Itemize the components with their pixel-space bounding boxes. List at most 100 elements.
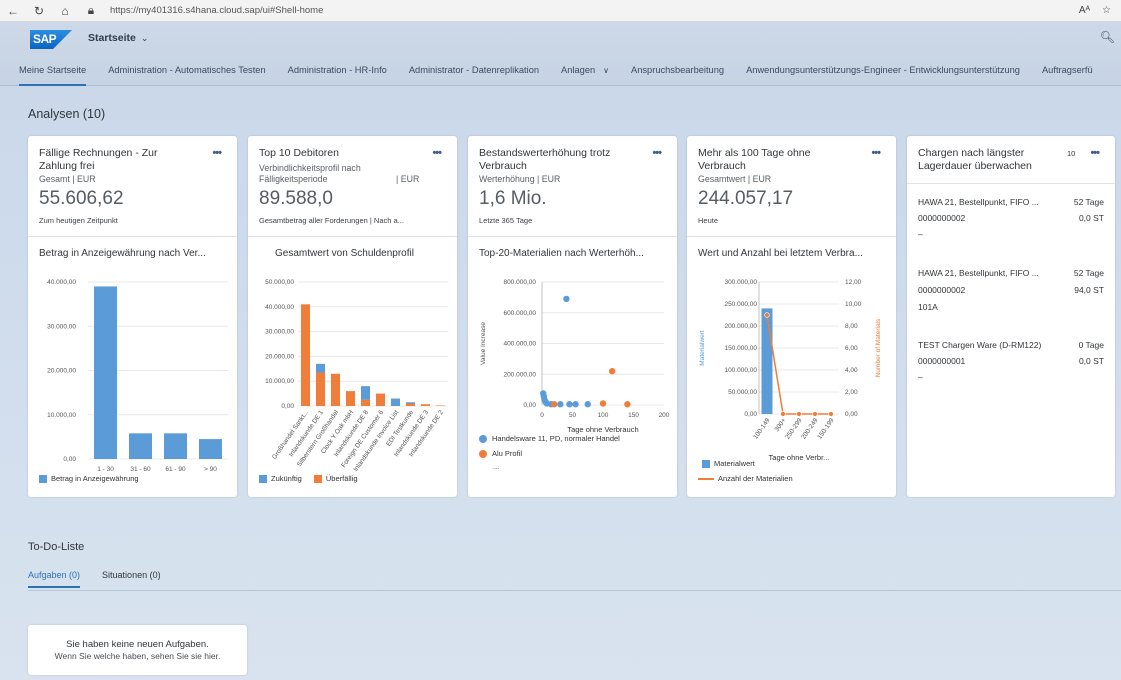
- bar: [199, 439, 222, 459]
- y-tick-label: 20.000,00: [47, 368, 76, 375]
- card-header[interactable]: Bestandswerterhöhung trotz Verbrauch •••…: [468, 136, 677, 237]
- address-bar[interactable]: https://my401316.s4hana.cloud.sap/ui#She…: [110, 5, 324, 16]
- card-chargen-lagerdauer[interactable]: Chargen nach längster Lagerdauer überwac…: [907, 136, 1115, 497]
- more-icon[interactable]: •••: [871, 147, 881, 159]
- chart-title: Top-20-Materialien nach Werterhöh...: [479, 248, 644, 259]
- scatter-point: [551, 401, 558, 408]
- line-point: [764, 312, 770, 318]
- x-tick-label: 50: [569, 412, 577, 419]
- more-icon[interactable]: •••: [432, 147, 442, 159]
- card-top-10-debitoren[interactable]: Top 10 Debitoren ••• Verbindlichkeitspro…: [248, 136, 457, 497]
- reload-icon[interactable]: ↻: [33, 3, 45, 18]
- tab-auftragserfuellung[interactable]: Auftragserfü: [1041, 65, 1093, 75]
- y-tick-label: 0,00: [281, 403, 294, 410]
- sap-logo[interactable]: SAP: [30, 30, 72, 49]
- page-content: Analysen (10) Fällige Rechnungen - Zur Z…: [0, 87, 1121, 680]
- bar-chart[interactable]: 40.000,00 30.000,00 20.000,00 10.000,00 0,00…: [28, 261, 237, 473]
- y-tick-label: 2,00: [845, 389, 858, 396]
- y-tick-label: 8,00: [845, 323, 858, 330]
- y-tick-label: 12,00: [845, 279, 862, 286]
- legend-label: Handelsware 11, PD, normaler Handel: [492, 434, 620, 443]
- x-axis-title: Tage ohne Verbr...: [769, 453, 830, 462]
- y-tick-label: 40.000,00: [265, 304, 294, 311]
- y-tick-label: 100.000,00: [724, 367, 757, 374]
- card-bestandswerterhoehung[interactable]: Bestandswerterhöhung trotz Verbrauch •••…: [468, 136, 677, 497]
- legend-label: Materialwert: [714, 459, 755, 468]
- batch-days: 0 Tage: [1078, 340, 1104, 350]
- search-icon[interactable]: 🔍︎: [1099, 30, 1115, 44]
- tab-hr-info[interactable]: Administration - HR-Info: [287, 65, 387, 75]
- back-arrow-icon[interactable]: ←: [7, 3, 19, 18]
- scatter-point: [557, 401, 564, 408]
- tab-automatisches-testen[interactable]: Administration - Automatisches Testen: [108, 65, 266, 75]
- x-tick-label: 150: [628, 412, 639, 419]
- legend-line: [698, 477, 714, 480]
- batch-qty: 0,0 ST: [1078, 213, 1104, 223]
- batch-extra: 101A: [918, 302, 938, 312]
- legend: Betrag in Anzeigewährung: [39, 474, 139, 483]
- legend-label: Anzahl der Materialien: [718, 474, 793, 483]
- tab-entwicklungsunterstuetzung[interactable]: Anwendungsunterstützungs-Engineer - Entw…: [746, 65, 1020, 75]
- empty-message: Sie haben keine neuen Aufgaben.: [66, 639, 209, 650]
- y-tick-label: 0,00: [845, 411, 858, 418]
- y-tick-label: 6,00: [845, 345, 858, 352]
- section-title: Analysen (10): [28, 107, 106, 121]
- app-title-menu[interactable]: Startseite ⌄: [88, 32, 148, 44]
- legend-label: Zukünftig: [271, 474, 302, 483]
- read-aloud-icon[interactable]: Aᴬ: [1078, 5, 1091, 16]
- card-header[interactable]: Mehr als 100 Tage ohne Verbrauch ••• Ges…: [687, 136, 896, 237]
- y-tick-label: 800.000,00: [503, 279, 536, 286]
- tab-anlagen[interactable]: Anlagen ∨: [561, 62, 609, 86]
- scatter-chart[interactable]: 800.000,00 600.000,00 400.000,00 200.000,00…: [468, 261, 677, 471]
- card-title: Bestandswerterhöhung trotz Verbrauch: [479, 147, 611, 172]
- card-footer: Letzte 365 Tage: [479, 216, 533, 225]
- tab-anspruchsbearbeitung[interactable]: Anspruchsbearbeitung: [631, 65, 725, 75]
- card-header[interactable]: Fällige Rechnungen - Zur Zahlung frei ••…: [28, 136, 237, 237]
- browser-toolbar: ← ↻ ⌂ 🔒︎ https://my401316.s4hana.cloud.s…: [0, 0, 1121, 22]
- todo-title: To-Do-Liste: [28, 541, 85, 553]
- line-point: [780, 411, 786, 417]
- y-tick-label: 30.000,00: [265, 329, 294, 336]
- more-icon[interactable]: •••: [212, 147, 222, 159]
- bar-segment: [391, 398, 400, 406]
- legend-label: Alu Profil: [492, 449, 523, 458]
- batch-extra: –: [918, 229, 923, 239]
- more-icon[interactable]: •••: [1090, 147, 1100, 159]
- star-icon[interactable]: ☆: [1102, 5, 1111, 16]
- legend: Zukünftig Überfällig: [259, 474, 358, 483]
- scatter-point: [563, 295, 570, 303]
- card-subtitle: Gesamt | EUR: [39, 174, 96, 184]
- bar-segment: [301, 304, 310, 406]
- lock-icon[interactable]: 🔒︎: [87, 3, 95, 17]
- card-faellige-rechnungen[interactable]: Fällige Rechnungen - Zur Zahlung frei ••…: [28, 136, 237, 497]
- scatter-point: [572, 401, 579, 408]
- bar-segment: [346, 391, 355, 406]
- line-series: [766, 314, 831, 415]
- home-icon[interactable]: ⌂: [61, 3, 69, 18]
- legend-dot: [479, 449, 487, 458]
- tab-aufgaben[interactable]: Aufgaben (0): [28, 570, 81, 588]
- more-icon[interactable]: •••: [652, 147, 662, 159]
- y-axis-title-right: Number of Materials: [875, 318, 882, 377]
- tab-meine-startseite[interactable]: Meine Startseite: [19, 62, 87, 86]
- batch-qty: 0,0 ST: [1078, 356, 1104, 366]
- line-point: [828, 411, 834, 417]
- x-tick-label: 100: [598, 412, 609, 419]
- tab-datenreplikation[interactable]: Administrator - Datenreplikation: [408, 65, 540, 75]
- card-header[interactable]: Top 10 Debitoren ••• Verbindlichkeitspro…: [248, 136, 457, 237]
- item-count: 10: [1067, 149, 1076, 158]
- scatter-point: [624, 401, 631, 408]
- x-tick-label: 200: [659, 412, 670, 419]
- todo-tabs: Aufgaben (0) Situationen (0): [28, 570, 183, 588]
- card-header[interactable]: Chargen nach längster Lagerdauer überwac…: [907, 136, 1115, 184]
- card-mehr-als-100-tage[interactable]: Mehr als 100 Tage ohne Verbrauch ••• Ges…: [687, 136, 896, 497]
- x-tick-label: 31 - 60: [130, 466, 151, 473]
- space-tabs: Meine Startseite Administration - Automa…: [0, 62, 1115, 86]
- x-axis-title: Tage ohne Verbrauch: [567, 425, 638, 434]
- combo-chart[interactable]: 300.000,00 250.000,00 200.000,00 150.000,00…: [687, 261, 896, 462]
- shell-header: SAP Startseite ⌄ 🔍︎ Meine Startseite Admi…: [0, 22, 1121, 86]
- tab-situationen[interactable]: Situationen (0): [102, 570, 161, 580]
- x-tick-label: 150-199: [816, 417, 836, 441]
- stacked-bar-chart[interactable]: 50.000,00 40.000,00 30.000,00 20.000,00 10.0…: [248, 261, 457, 473]
- legend-dot: [479, 434, 487, 443]
